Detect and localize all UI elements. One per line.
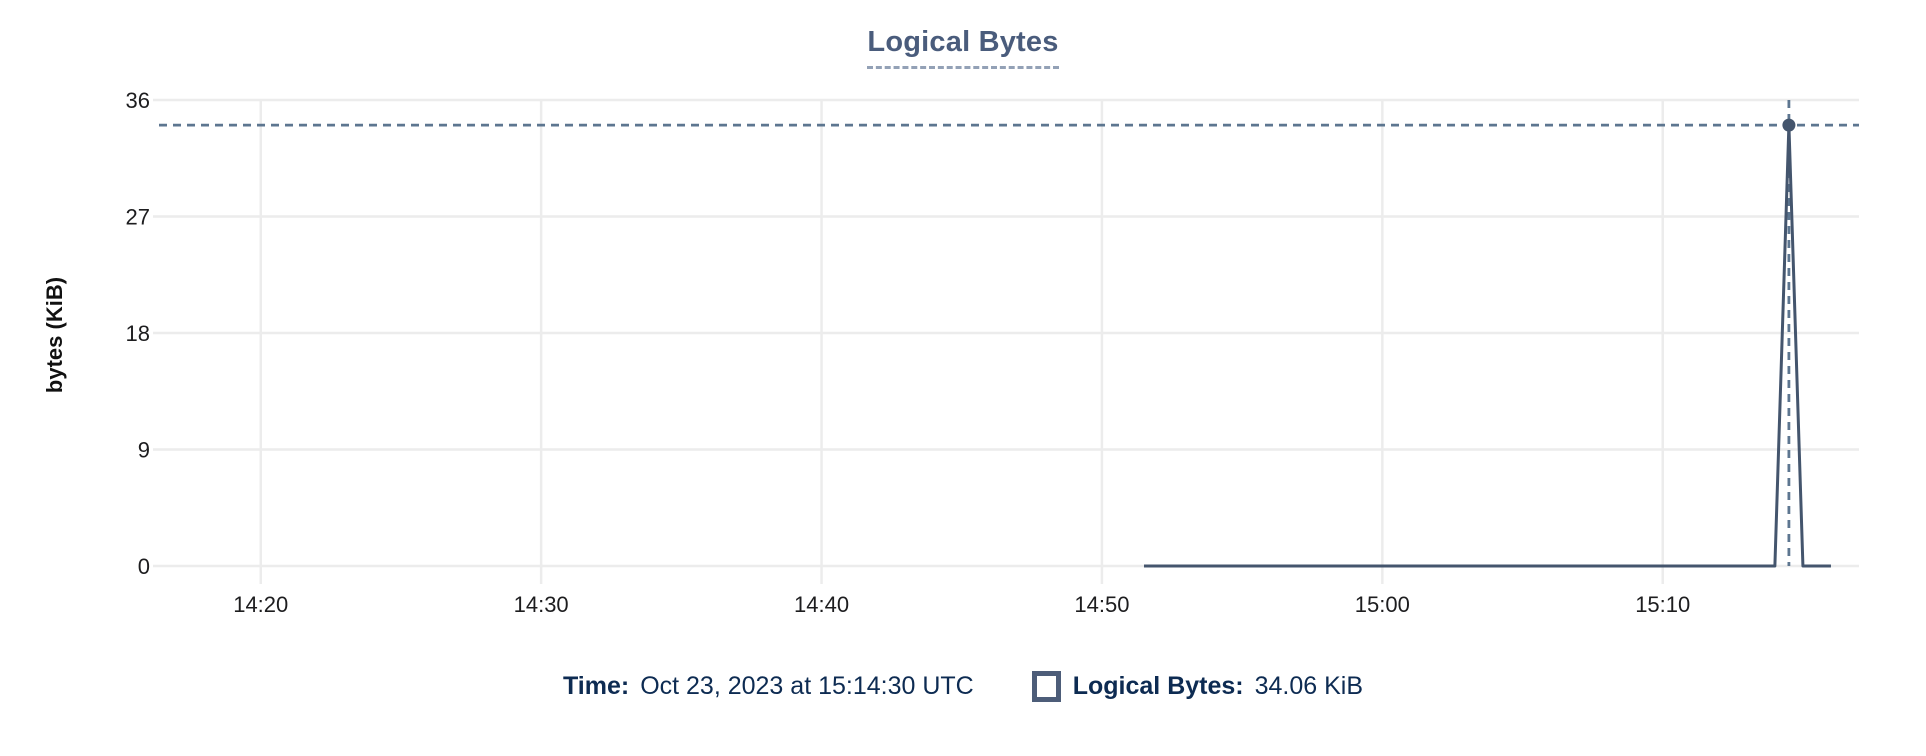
chart-title-row: Logical Bytes bbox=[0, 26, 1926, 69]
x-tick-label: 14:50 bbox=[1074, 592, 1129, 617]
series-line-logical-bytes bbox=[1143, 123, 1831, 568]
tooltip-readout-bar: Time: Oct 23, 2023 at 15:14:30 UTC Logic… bbox=[0, 671, 1926, 702]
tooltip-time-group: Time: Oct 23, 2023 at 15:14:30 UTC bbox=[563, 672, 974, 701]
y-tick-label: 0 bbox=[138, 554, 150, 579]
x-tick-label: 15:10 bbox=[1635, 592, 1690, 617]
legend-series-value: 34.06 KiB bbox=[1254, 672, 1364, 700]
tooltip-time-value: Oct 23, 2023 at 15:14:30 UTC bbox=[640, 672, 974, 700]
y-tick-label: 36 bbox=[126, 88, 150, 113]
y-tick-label: 18 bbox=[126, 321, 150, 346]
y-axis-title: bytes (KiB) bbox=[42, 277, 67, 393]
hovered-data-point-marker bbox=[1782, 118, 1796, 132]
legend-item-logical-bytes[interactable]: Logical Bytes: 34.06 KiB bbox=[1031, 671, 1364, 702]
tooltip-time-label: Time: bbox=[562, 672, 630, 700]
legend-swatch-icon[interactable] bbox=[1031, 671, 1061, 702]
y-tick-label: 27 bbox=[126, 205, 150, 230]
x-tick-label: 14:40 bbox=[794, 592, 849, 617]
y-tick-label: 9 bbox=[138, 438, 150, 463]
x-tick-label: 14:20 bbox=[233, 592, 288, 617]
x-tick-label: 15:00 bbox=[1355, 592, 1410, 617]
chart-title[interactable]: Logical Bytes bbox=[867, 26, 1059, 69]
x-tick-label: 14:30 bbox=[514, 592, 569, 617]
chart-plot-area[interactable]: 0 9 18 27 36 14:20 14:30 14:40 14:50 15:00 15:10 by… bbox=[0, 0, 1926, 645]
legend-series-label: Logical Bytes: bbox=[1072, 672, 1244, 700]
